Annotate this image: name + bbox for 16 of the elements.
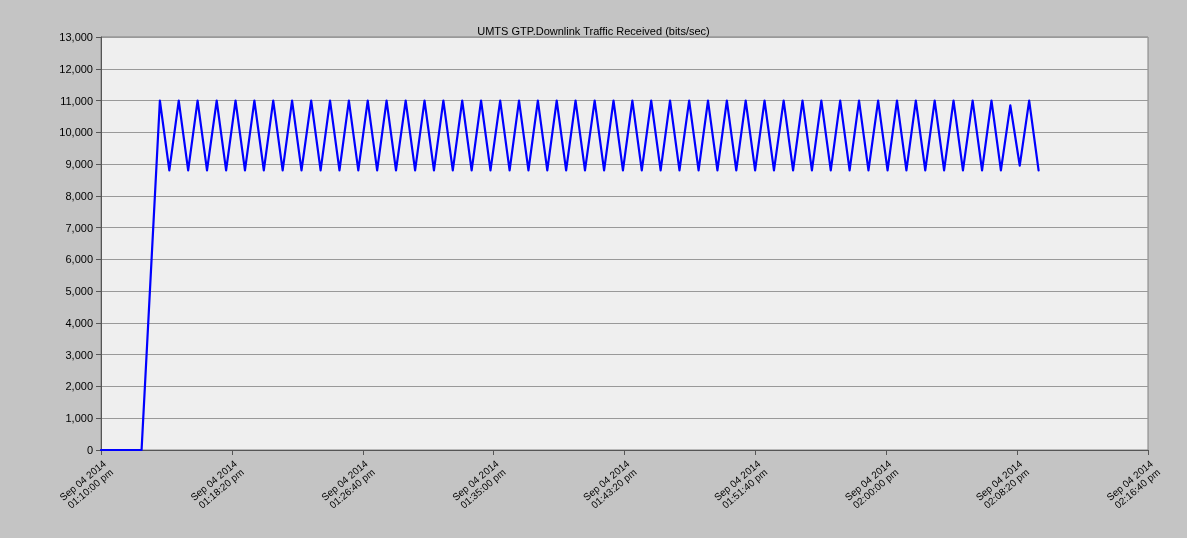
y-tick-label: 7,000 [65, 221, 93, 234]
y-tick-label: 3,000 [65, 348, 93, 361]
line-series [99, 99, 1040, 452]
y-tick-label: 13,000 [59, 31, 93, 43]
y-tick-label: 1,000 [65, 412, 93, 425]
y-tick-label: 0 [86, 444, 93, 456]
y-tick-label: 6,000 [65, 253, 93, 266]
y-tick-label: 8,000 [65, 189, 93, 202]
y-tick-label: 11,000 [60, 94, 93, 107]
y-tick-label: 4,000 [65, 316, 93, 329]
y-tick-label: 5,000 [65, 285, 93, 298]
chart-title: UMTS GTP.Downlink Traffic Received (bits/sec) [477, 24, 710, 37]
y-tick-label: 10,000 [59, 126, 93, 139]
y-tick-label: 12,000 [59, 62, 93, 75]
y-tick-label: 9,000 [65, 158, 93, 171]
y-tick-label: 2,000 [65, 380, 93, 393]
